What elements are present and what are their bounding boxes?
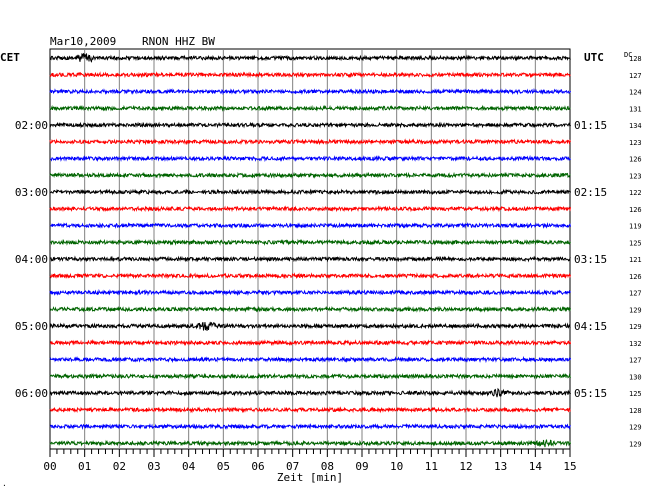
seismic-trace [50, 305, 571, 313]
vertical-grid [84, 49, 536, 449]
seismic-trace [49, 339, 571, 347]
seismic-trace [49, 205, 571, 213]
dc-value: 127 [629, 357, 642, 365]
seismic-trace [49, 52, 571, 63]
dc-values: 128 127 124 131 134 123 126 123 122 126 119 125 121 1… [629, 55, 642, 448]
utc-time-label: 04:15 [574, 320, 607, 333]
station-label: RNON HHZ BW [142, 35, 215, 48]
cet-time-labels: 02:00 03:00 04:00 05:00 06:00 [15, 119, 48, 400]
cet-time-label: 02:00 [15, 119, 48, 132]
cet-time-label: 03:00 [15, 186, 48, 199]
seismic-trace [49, 188, 571, 196]
seismic-trace [49, 272, 571, 280]
seismic-trace [49, 222, 571, 230]
x-tick-label: 10 [390, 460, 403, 473]
seismic-trace [49, 406, 571, 414]
seismic-trace [49, 321, 571, 331]
seismic-trace [49, 439, 571, 448]
x-tick-label: 09 [355, 460, 368, 473]
seismic-trace [49, 387, 571, 398]
dc-value: 130 [629, 373, 642, 381]
dc-value: 123 [629, 172, 642, 180]
x-tick-label: 05 [217, 460, 230, 473]
seismic-trace [49, 288, 571, 297]
x-tick-label: 01 [78, 460, 91, 473]
dc-value: 127 [629, 72, 642, 80]
dc-value: 131 [629, 105, 642, 113]
cet-time-label: 04:00 [15, 253, 48, 266]
dc-value: 129 [629, 440, 642, 448]
x-tick-labels: 00 01 02 03 04 05 06 07 08 09 10 11 12 13 14 15 [43, 460, 576, 473]
x-tick-label: 12 [459, 460, 472, 473]
x-tick-label: 06 [251, 460, 264, 473]
seismic-trace [49, 138, 571, 146]
seismic-traces [49, 52, 571, 448]
x-tick-label: 15 [563, 460, 576, 473]
dc-value: 125 [629, 239, 642, 247]
x-tick-label: 00 [43, 460, 56, 473]
utc-label: UTC [584, 51, 604, 64]
dc-value: 129 [629, 424, 642, 432]
x-tick-label: 07 [286, 460, 299, 473]
corner-mark: . [2, 479, 7, 488]
utc-time-label: 05:15 [574, 387, 607, 400]
date-label: Mar10,2009 [50, 35, 116, 48]
dc-value: 127 [629, 290, 642, 298]
seismic-trace [49, 171, 571, 179]
dc-value: 129 [629, 323, 642, 331]
utc-time-label: 03:15 [574, 253, 607, 266]
x-tick-label: 02 [113, 460, 126, 473]
dc-value: 126 [629, 206, 642, 214]
dc-value: 128 [629, 55, 642, 63]
seismic-trace [49, 154, 571, 163]
utc-time-label: 02:15 [574, 186, 607, 199]
cet-time-label: 05:00 [15, 320, 48, 333]
dc-value: 123 [629, 139, 642, 147]
seismic-trace [49, 423, 571, 431]
dc-value: 125 [629, 390, 642, 398]
dc-value: 128 [629, 407, 642, 415]
seismic-trace [49, 238, 571, 246]
dc-value: 126 [629, 273, 642, 281]
x-tick-label: 13 [494, 460, 507, 473]
x-tick-label: 14 [529, 460, 543, 473]
seismic-trace [49, 87, 571, 96]
x-tick-label: 04 [182, 460, 196, 473]
dc-header-label: DC [624, 51, 632, 59]
dc-value: 122 [629, 189, 642, 197]
x-axis-ticks [49, 449, 571, 457]
seismic-trace [49, 255, 571, 263]
dc-value: 119 [629, 223, 642, 231]
x-tick-label: 08 [321, 460, 334, 473]
dc-value: 132 [629, 340, 642, 348]
dc-value: 129 [629, 306, 642, 314]
seismic-trace [49, 355, 571, 364]
dc-value: 124 [629, 89, 642, 97]
x-tick-label: 03 [147, 460, 160, 473]
x-tick-label: 11 [425, 460, 438, 473]
cet-time-label: 06:00 [15, 387, 48, 400]
dc-value: 134 [629, 122, 642, 130]
seismic-trace [49, 104, 571, 112]
seismic-trace [49, 372, 571, 380]
seismic-trace [49, 121, 571, 129]
x-axis-title: Zeit [min] [277, 471, 343, 484]
cet-label: CET [0, 51, 20, 64]
seismic-trace [49, 71, 571, 79]
utc-time-label: 01:15 [574, 119, 607, 132]
plot-frame [49, 48, 571, 450]
dc-value: 121 [629, 256, 642, 264]
utc-time-labels: 01:15 02:15 03:15 04:15 05:15 [574, 119, 607, 400]
dc-value: 126 [629, 156, 642, 164]
